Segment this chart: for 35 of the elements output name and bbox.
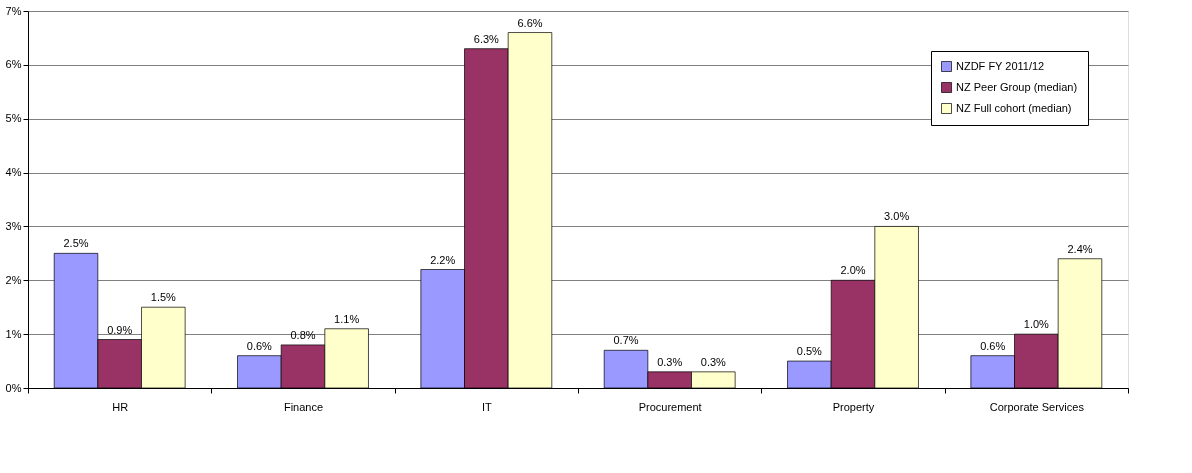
data-label: 1.1% — [334, 312, 360, 325]
data-label: 2.4% — [1067, 242, 1093, 255]
data-label: 0.6% — [980, 339, 1006, 352]
x-tick-label: HR — [112, 400, 129, 413]
data-label: 3.0% — [884, 210, 910, 223]
data-label: 0.8% — [290, 328, 316, 341]
data-label: 1.0% — [1023, 318, 1050, 331]
legend-label: NZDF FY 2011/12 — [956, 59, 1045, 72]
y-tick-label: 7% — [5, 4, 22, 17]
y-tick-label: 3% — [5, 219, 22, 232]
legend-label: NZ Full cohort (median) — [956, 101, 1072, 114]
x-tick-label: Property — [832, 400, 875, 413]
data-label: 1.5% — [150, 291, 177, 304]
data-label: 0.9% — [107, 323, 133, 336]
data-label: 0.3% — [657, 355, 683, 368]
y-tick-label: 6% — [5, 58, 22, 71]
y-tick-label: 2% — [5, 273, 22, 286]
y-tick-label: 4% — [5, 166, 22, 179]
x-tick-label: Procurement — [638, 400, 702, 413]
data-label: 0.6% — [246, 339, 273, 352]
x-tick-label: IT — [481, 400, 492, 413]
data-label: 6.6% — [517, 16, 543, 29]
x-tick-label: Corporate Services — [989, 400, 1085, 413]
y-tick-label: 5% — [5, 112, 22, 125]
data-label: 0.7% — [613, 334, 639, 347]
data-label: 0.3% — [700, 355, 727, 368]
legend-label: NZ Peer Group (median) — [956, 80, 1078, 93]
y-tick-label: 0% — [5, 381, 22, 394]
data-label: 2.2% — [430, 253, 456, 266]
data-label: 2.5% — [63, 237, 89, 250]
data-label: 0.5% — [796, 345, 823, 358]
y-tick-label: 1% — [5, 327, 22, 340]
data-label: 6.3% — [473, 32, 500, 45]
data-label: 2.0% — [840, 264, 866, 277]
x-tick-label: Finance — [283, 400, 324, 413]
